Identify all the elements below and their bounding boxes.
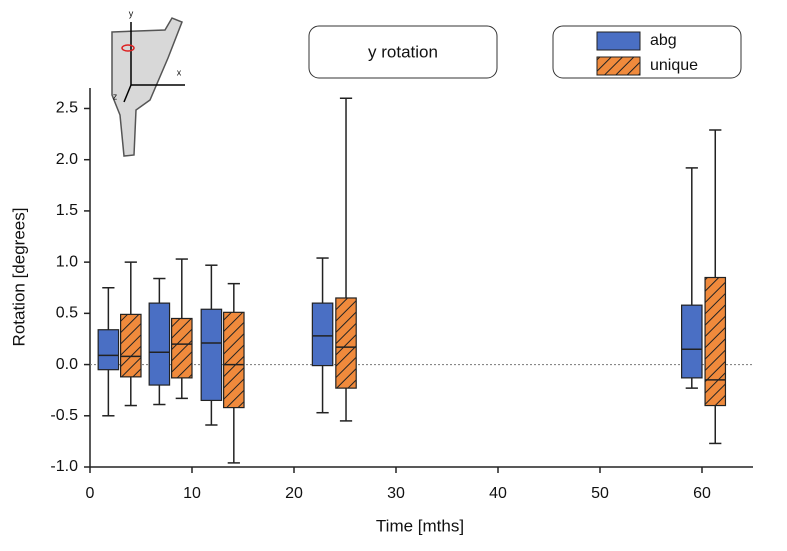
legend-swatch (596, 56, 641, 76)
y-tick-label: 2.0 (56, 151, 78, 168)
box (97, 329, 120, 371)
y-tick-label: 0.5 (56, 305, 78, 322)
y-tick-label: 1.0 (56, 253, 78, 270)
x-tick-label: 0 (86, 485, 95, 502)
x-tick-label: 20 (285, 485, 303, 502)
y-tick-label: 2.5 (56, 100, 78, 117)
box (223, 311, 245, 409)
x-tick-label: 10 (183, 485, 201, 502)
box (335, 297, 357, 389)
inset-label: x (177, 67, 182, 77)
y-axis-label: Rotation [degrees] (9, 208, 28, 347)
chart-title: y rotation (368, 42, 438, 61)
x-tick-label: 50 (591, 485, 609, 502)
box (119, 313, 142, 378)
box (311, 302, 334, 367)
x-axis-label: Time [mths] (376, 516, 464, 535)
inset-label: z (113, 91, 118, 101)
y-tick-label: -1.0 (50, 458, 78, 475)
inset-figure: y x z (111, 8, 185, 157)
legend-label: unique (650, 57, 698, 74)
legend-label: abg (650, 32, 677, 49)
legend-swatch (596, 31, 641, 51)
title-box (308, 25, 498, 79)
legend-box (552, 25, 742, 79)
x-tick-label: 30 (387, 485, 405, 502)
box (680, 304, 703, 379)
x-tick-label: 40 (489, 485, 507, 502)
inset-label: y (129, 8, 134, 18)
y-tick-label: 1.5 (56, 202, 78, 219)
x-tick-label: 60 (693, 485, 711, 502)
y-tick-label: -0.5 (50, 407, 78, 424)
box (171, 317, 193, 379)
box (148, 302, 171, 386)
y-tick-label: 0.0 (56, 356, 78, 373)
box (704, 276, 727, 407)
box (200, 308, 223, 402)
